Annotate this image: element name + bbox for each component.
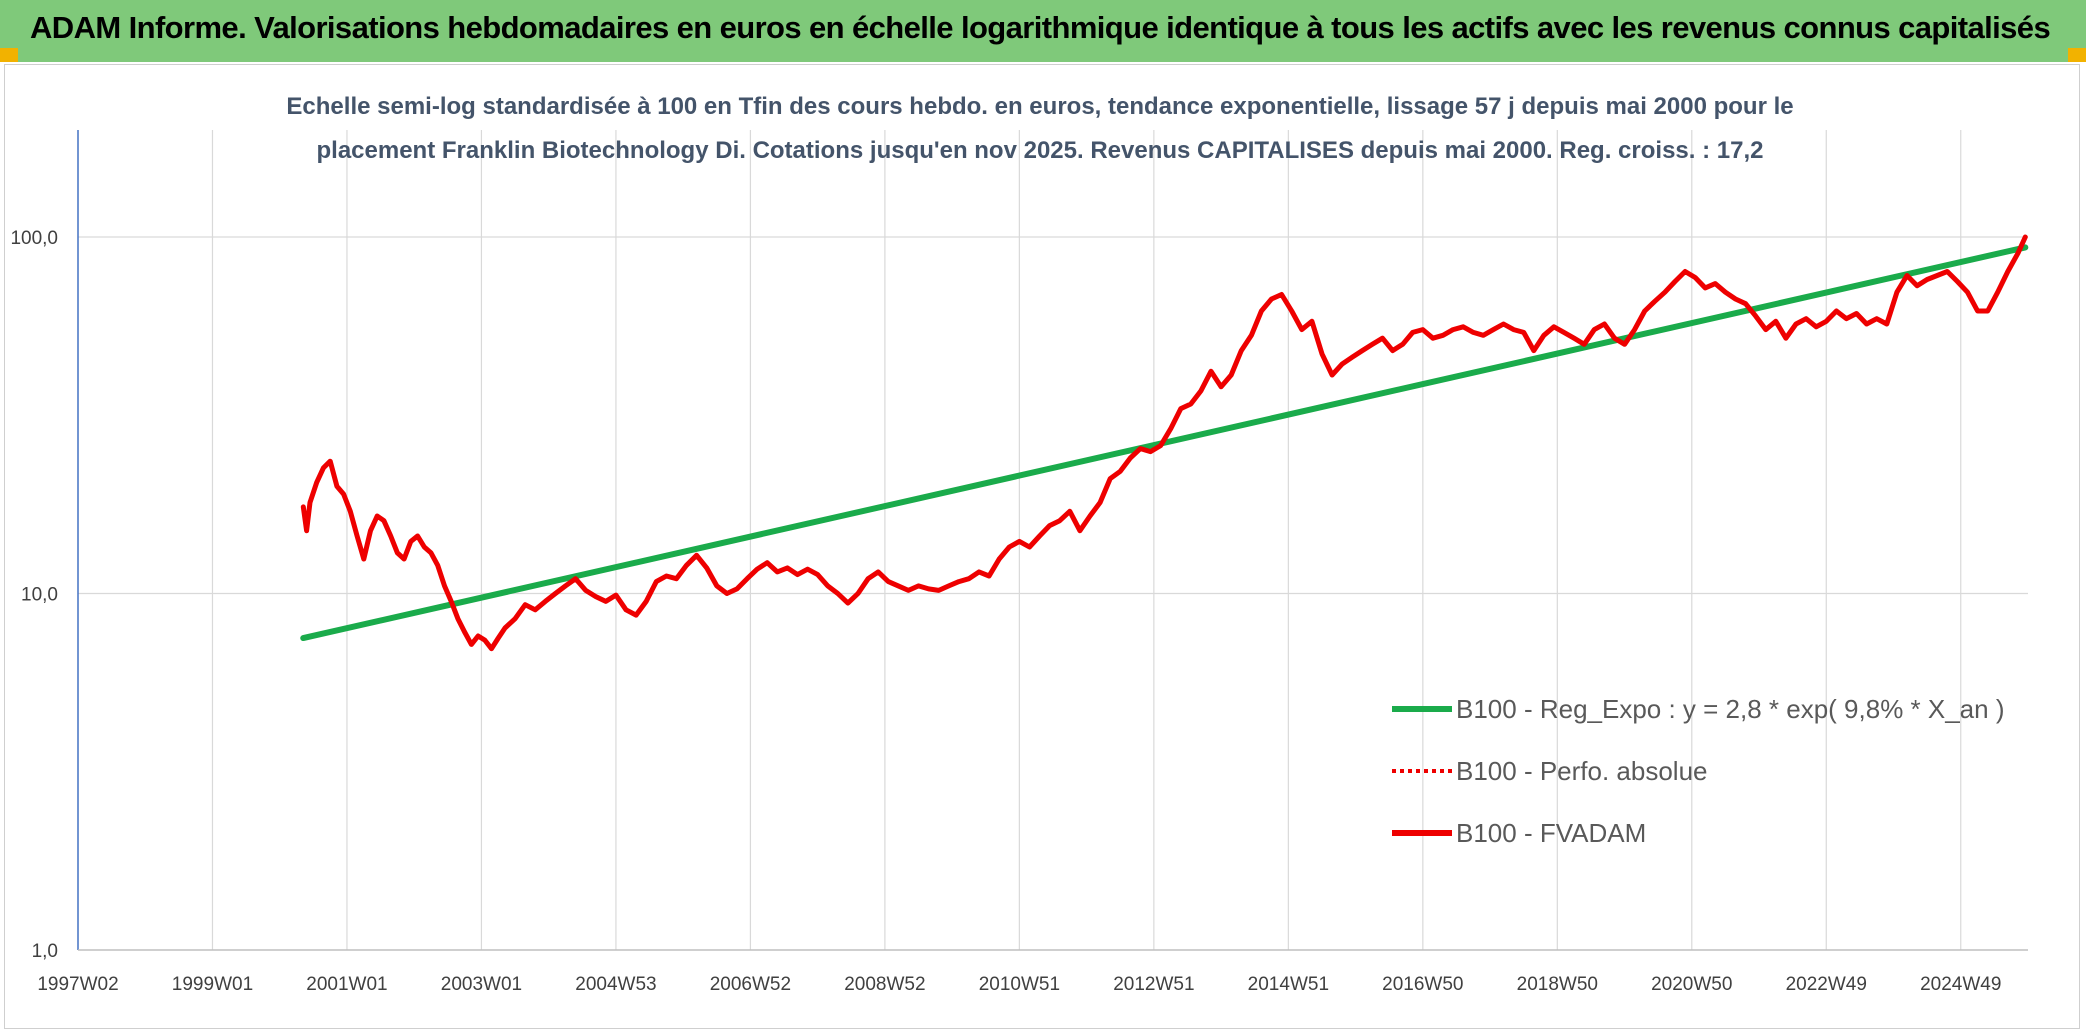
chart-gridlines xyxy=(78,130,2028,950)
x-tick-label: 2020W50 xyxy=(1651,974,1732,995)
y-tick-label: 10,0 xyxy=(21,585,58,606)
chart-subtitle-line-1: Echelle semi-log standardisée à 100 en T… xyxy=(286,93,1793,120)
series-layer xyxy=(300,234,2029,652)
x-tick-label: 2006W52 xyxy=(710,974,791,995)
x-tick-label: 2018W50 xyxy=(1517,974,1598,995)
legend-label-perfo: B100 - Perfo. absolue xyxy=(1456,756,1708,786)
x-tick-label: 2001W01 xyxy=(306,974,387,995)
corner-marker-left xyxy=(0,48,18,62)
corner-marker-right xyxy=(2068,48,2086,62)
x-tick-label: 2024W49 xyxy=(1920,974,2001,995)
x-tick-label: 2012W51 xyxy=(1113,974,1194,995)
page-title: ADAM Informe. Valorisations hebdomadaire… xyxy=(30,10,2051,45)
x-tick-label: 2004W53 xyxy=(575,974,656,995)
x-tick-label: 2003W01 xyxy=(441,974,522,995)
series-line-fvadam xyxy=(300,234,2028,652)
legend-label-regression: B100 - Reg_Expo : y = 2,8 * exp( 9,8% * … xyxy=(1456,694,2005,724)
x-tick-label: 2010W51 xyxy=(979,974,1060,995)
header-banner: ADAM Informe. Valorisations hebdomadaire… xyxy=(0,0,2086,62)
x-tick-label: 1999W01 xyxy=(172,974,253,995)
x-tick-label: 2008W52 xyxy=(844,974,925,995)
x-tick-label: 2016W50 xyxy=(1382,974,1463,995)
y-tick-label: 1,0 xyxy=(32,941,58,962)
chart-subtitle-line-2: placement Franklin Biotechnology Di. Cot… xyxy=(317,137,1764,164)
y-tick-labels: 100,0 10,0 1,0 xyxy=(10,228,58,962)
chart-frame xyxy=(4,64,2080,1029)
legend: B100 - Reg_Expo : y = 2,8 * exp( 9,8% * … xyxy=(1392,694,2005,848)
x-tick-label: 1997W02 xyxy=(37,974,118,995)
y-tick-label: 100,0 xyxy=(10,228,58,249)
x-tick-label: 2014W51 xyxy=(1248,974,1329,995)
legend-label-fvadam: B100 - FVADAM xyxy=(1456,818,1646,848)
x-tick-label: 2022W49 xyxy=(1786,974,1867,995)
x-tick-labels: 1997W02 1999W01 2001W01 2003W01 2004W53 2006W… xyxy=(37,974,2001,995)
